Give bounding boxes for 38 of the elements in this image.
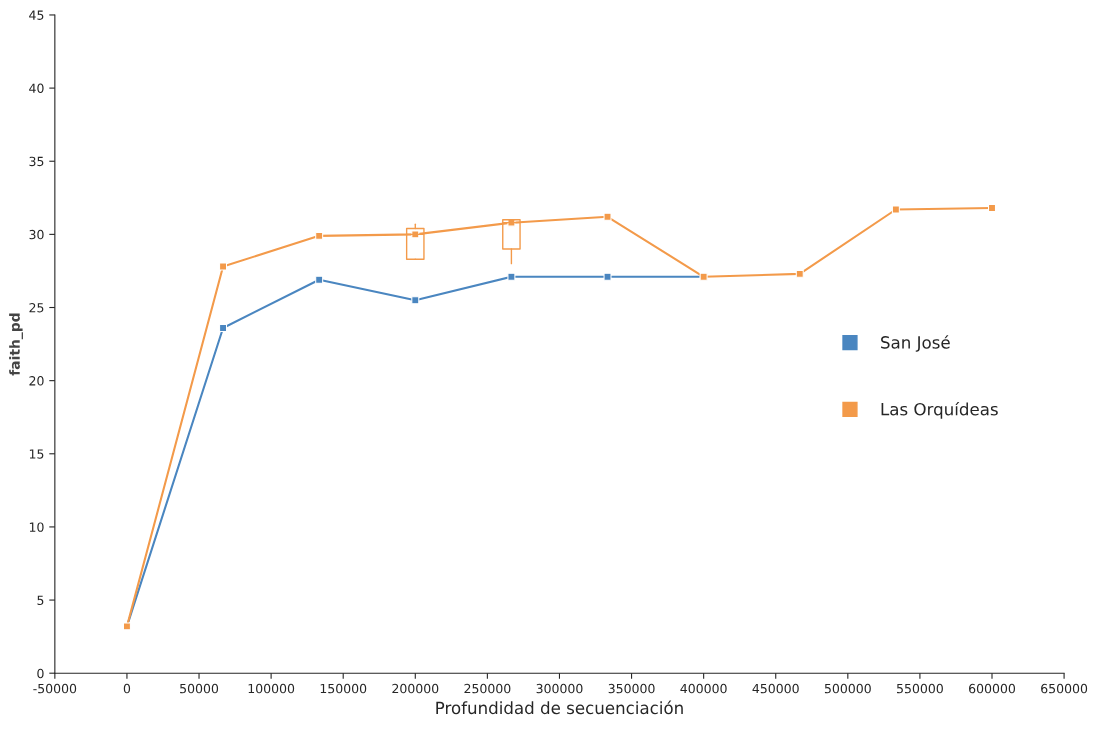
point xyxy=(411,296,420,305)
y-tick-label: 40 xyxy=(29,83,44,94)
y-tick-label: 25 xyxy=(29,302,44,313)
x-tick-label: -50000 xyxy=(33,683,77,694)
x-tick-label: 450000 xyxy=(752,683,799,694)
x-tick-label: 600000 xyxy=(969,683,1016,694)
x-tick-label: 400000 xyxy=(680,683,727,694)
point xyxy=(315,275,324,284)
point xyxy=(603,212,612,221)
x-tick-label: 300000 xyxy=(536,683,583,694)
point xyxy=(795,269,804,278)
x-tick-label: 550000 xyxy=(897,683,943,694)
point xyxy=(219,324,228,332)
y-tick-label: 20 xyxy=(29,376,44,386)
point xyxy=(219,262,228,271)
y-axis-title: faith_pd xyxy=(9,313,23,376)
y-tick-label: 10 xyxy=(29,522,44,532)
legend-label: San José xyxy=(881,335,950,352)
point xyxy=(315,231,324,240)
x-tick-label: 200000 xyxy=(392,683,439,694)
x-tick-label: 100000 xyxy=(248,683,295,694)
point xyxy=(603,272,612,281)
x-tick-label: 500000 xyxy=(824,683,871,694)
y-tick-label: 0 xyxy=(37,668,44,679)
y-tick-label: 30 xyxy=(29,229,44,240)
y-tick-label: 45 xyxy=(29,10,44,20)
x-axis-title: Profundidad de secuenciación xyxy=(436,700,683,715)
x-tick-label: 0 xyxy=(123,683,131,694)
y-tick-label: 5 xyxy=(37,595,44,605)
x-tick-label: 50000 xyxy=(180,683,219,694)
y-tick-label: 15 xyxy=(29,449,44,459)
x-tick-label: 250000 xyxy=(464,683,511,694)
point xyxy=(507,272,516,281)
x-tick-label: 350000 xyxy=(608,683,655,694)
y-tick-label: 35 xyxy=(29,156,44,167)
legend-label: Las Orquídeas xyxy=(881,401,998,419)
x-tick-label: 650000 xyxy=(1041,683,1088,694)
x-tick-label: 150000 xyxy=(320,683,367,694)
